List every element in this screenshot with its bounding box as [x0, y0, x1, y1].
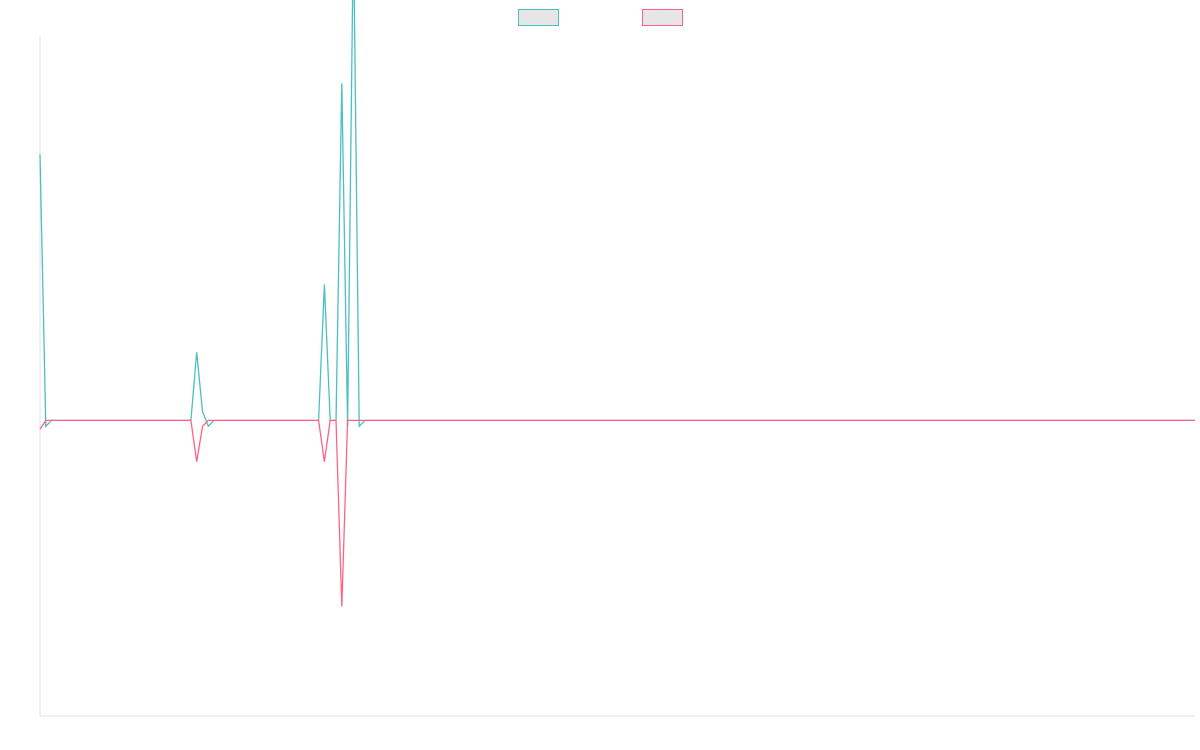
axes: [39, 36, 1195, 717]
series-line-1: [39, 0, 1195, 428]
legend[interactable]: [518, 9, 683, 26]
legend-swatch-1[interactable]: [518, 9, 559, 26]
series-layer: [39, 0, 1195, 607]
series-line-2: [39, 419, 1195, 607]
legend-swatch-2[interactable]: [642, 9, 683, 26]
